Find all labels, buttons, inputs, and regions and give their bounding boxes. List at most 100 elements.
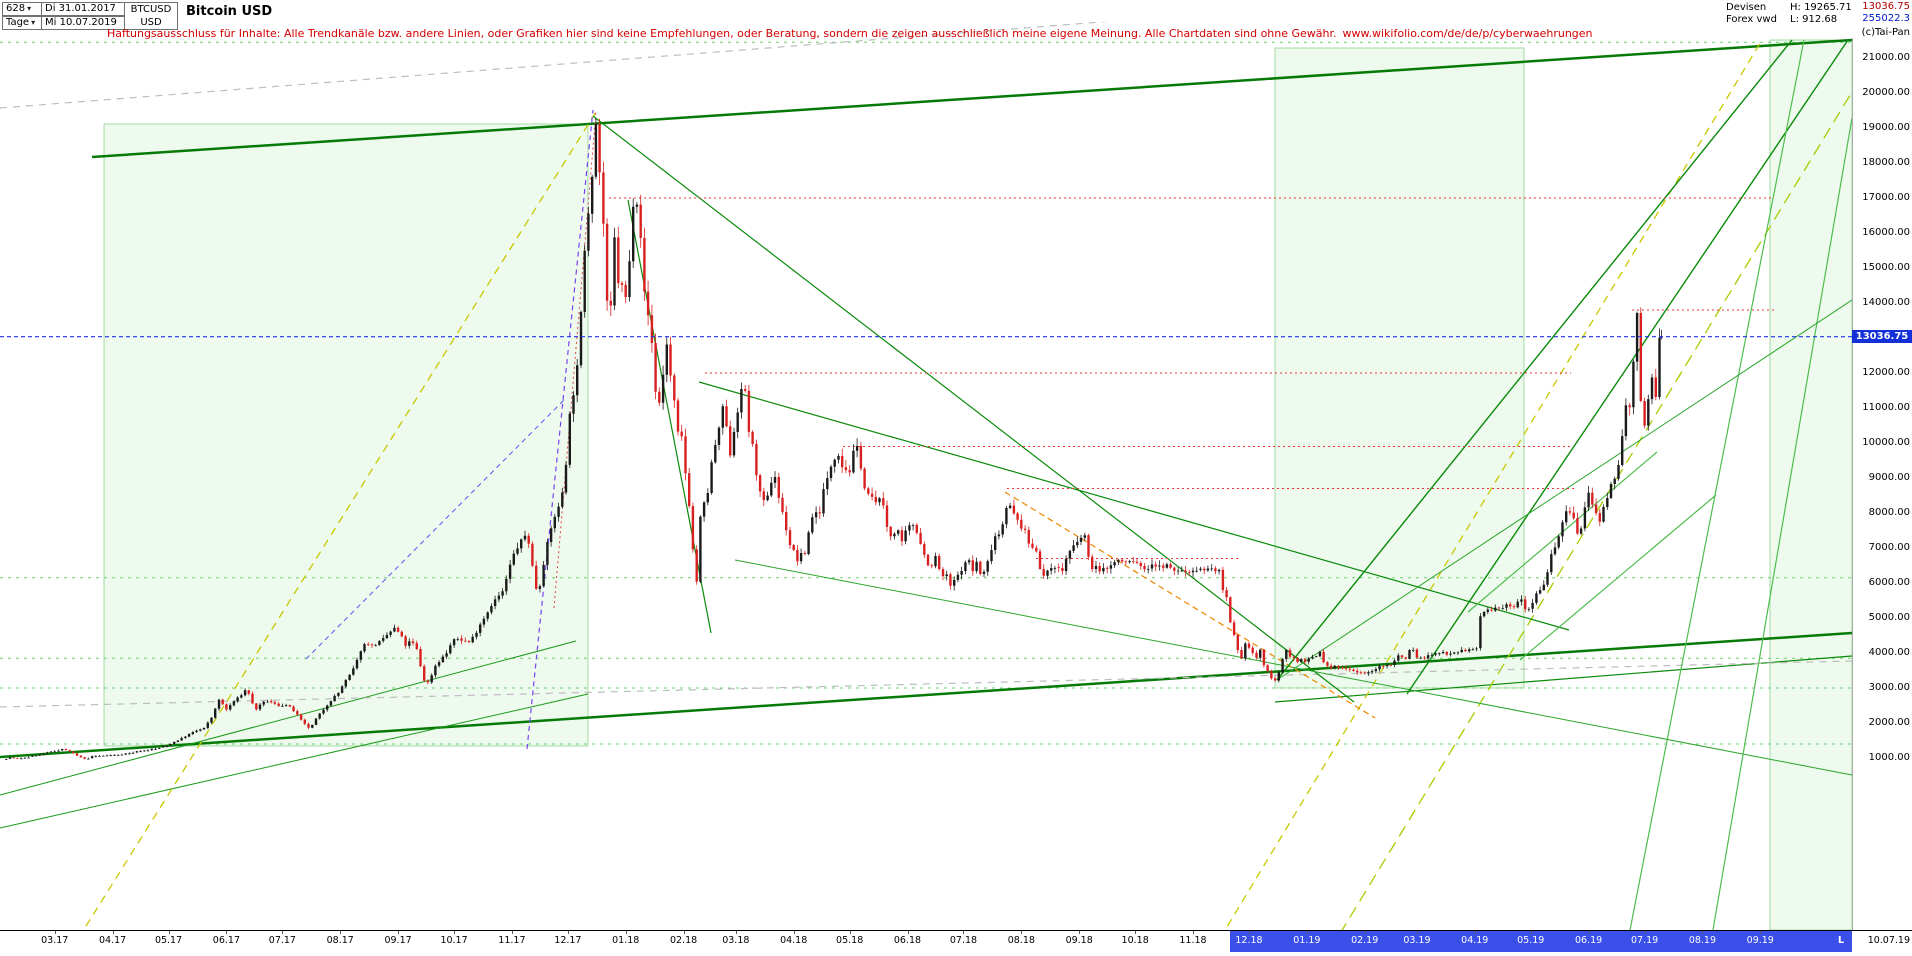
date-tick-mark	[1530, 931, 1532, 934]
date-tick-label: 09.19	[1746, 935, 1774, 946]
date-tick-mark	[1135, 931, 1137, 934]
axis-separator	[1852, 38, 1853, 932]
date-tick-label: 07.17	[268, 935, 296, 946]
price-axis[interactable]: 21000.00 20000.00 19000.00 18000.00 17000.00…	[1852, 38, 1912, 932]
price-tick-label: 5000.00	[1868, 612, 1910, 623]
price-tick-label: 2000.00	[1868, 717, 1910, 728]
date-tick-label: 12.18	[1235, 935, 1263, 946]
date-tick-mark	[226, 931, 228, 934]
period-dropdown[interactable]: Tage ▾	[2, 16, 44, 30]
chevron-down-icon: ▾	[31, 18, 36, 27]
date-tick-label: 06.17	[212, 935, 240, 946]
date-tick-label: 04.17	[98, 935, 127, 946]
start-date-field[interactable]: Di 31.01.2017	[41, 2, 125, 16]
date-tick-label: 04.18	[780, 935, 808, 946]
date-tick-mark	[963, 931, 965, 934]
copyright-label: (c)Tai-Pan	[1861, 27, 1910, 38]
date-tick-mark	[849, 931, 851, 934]
price-tick-label: 14000.00	[1862, 297, 1910, 308]
date-tick-mark	[112, 931, 114, 934]
data-source-label: Forex vwd	[1726, 14, 1777, 25]
date-tick-mark	[1760, 931, 1762, 934]
last-price-readout: 13036.75	[1862, 1, 1910, 12]
price-tick-label: 12000.00	[1862, 367, 1910, 378]
price-tick-label: 16000.00	[1862, 227, 1910, 238]
date-tick-label: 06.18	[893, 935, 922, 946]
price-tick-label: 19000.00	[1862, 122, 1910, 133]
date-tick-mark	[1306, 931, 1308, 934]
date-tick-label: 11.18	[1179, 935, 1207, 946]
period-low-readout: L: 912.68	[1790, 14, 1838, 25]
bars-count-dropdown[interactable]: 628 ▾	[2, 2, 44, 16]
period-value: Tage	[6, 17, 30, 28]
date-tick-label: 11.17	[498, 935, 526, 946]
end-date-field[interactable]: Mi 10.07.2019	[41, 16, 125, 30]
date-tick-mark	[1364, 931, 1366, 934]
date-tick-label: 05.17	[154, 935, 183, 946]
price-tick-label: 10000.00	[1862, 437, 1910, 448]
current-price-tag: 13036.75	[1852, 330, 1912, 344]
price-tick-label: 21000.00	[1862, 52, 1910, 63]
date-tick-label: 09.17	[384, 935, 412, 946]
chevron-down-icon: ▾	[27, 4, 32, 13]
chart-title: Bitcoin USD	[186, 4, 273, 19]
last-bar-marker: L	[1838, 935, 1845, 946]
symbol-currency: USD	[140, 17, 162, 28]
date-tick-mark	[793, 931, 795, 934]
date-axis-highlight	[1230, 931, 1852, 952]
date-tick-label: 01.18	[612, 935, 640, 946]
date-tick-label: 05.19	[1517, 935, 1545, 946]
start-date-value: Di 31.01.2017	[45, 3, 116, 14]
date-tick-label: 01.19	[1293, 935, 1321, 946]
price-tick-label: 11000.00	[1862, 402, 1910, 413]
date-tick-label: 10.17	[440, 935, 468, 946]
date-tick-mark	[340, 931, 342, 934]
price-tick-label: 8000.00	[1868, 507, 1910, 518]
date-tick-label: 06.19	[1574, 935, 1603, 946]
end-date-value: Mi 10.07.2019	[45, 17, 117, 28]
date-tick-mark	[567, 931, 569, 934]
date-tick-label: 03.19	[1403, 935, 1431, 946]
date-tick-mark	[398, 931, 400, 934]
date-tick-mark	[1644, 931, 1646, 934]
price-tick-label: 7000.00	[1868, 542, 1910, 553]
period-high-readout: H: 19265.71	[1790, 2, 1852, 13]
price-tick-label: 15000.00	[1862, 262, 1910, 273]
price-tick-label: 1000.00	[1868, 752, 1910, 763]
date-tick-label: 04.19	[1461, 935, 1489, 946]
date-tick-label: 08.19	[1688, 935, 1717, 946]
wikifolio-link[interactable]: www.wikifolio.com/de/de/p/cyberwaehrunge…	[1342, 27, 1593, 40]
symbol-box[interactable]: BTCUSD USD	[124, 2, 178, 30]
price-tick-label: 20000.00	[1862, 87, 1910, 98]
date-tick-label: 03.18	[722, 935, 750, 946]
date-tick-mark	[625, 931, 627, 934]
date-tick-label: 10.18	[1121, 935, 1149, 946]
date-tick-label: 07.19	[1630, 935, 1659, 946]
date-tick-label: 05.18	[836, 935, 864, 946]
bars-count-value: 628	[6, 3, 26, 14]
date-tick-mark	[454, 931, 456, 934]
date-tick-mark	[1248, 931, 1250, 934]
date-tick-label: 03.17	[41, 935, 69, 946]
date-tick-mark	[1702, 931, 1704, 934]
volume-readout: 255022.3	[1862, 13, 1910, 24]
date-tick-mark	[282, 931, 284, 934]
price-tick-label: 6000.00	[1868, 577, 1910, 588]
disclaimer-text: Haftungsausschluss für Inhalte: Alle Tre…	[107, 27, 1593, 40]
date-tick-mark	[735, 931, 737, 934]
date-tick-label: 07.18	[949, 935, 978, 946]
symbol-code: BTCUSD	[130, 4, 172, 15]
date-tick-mark	[168, 931, 170, 934]
date-tick-label: 08.17	[326, 935, 354, 946]
date-tick-mark	[907, 931, 909, 934]
date-tick-mark	[683, 931, 685, 934]
price-tick-label: 9000.00	[1868, 472, 1910, 483]
price-tick-label: 18000.00	[1862, 157, 1910, 168]
date-tick-mark	[1588, 931, 1590, 934]
date-axis[interactable]: L 10.07.19 03.17 04.17 05.17 06.17 07.17 08.1…	[0, 930, 1912, 952]
date-tick-mark	[511, 931, 513, 934]
price-tick-label: 3000.00	[1868, 682, 1910, 693]
price-tick-label: 4000.00	[1868, 647, 1910, 658]
